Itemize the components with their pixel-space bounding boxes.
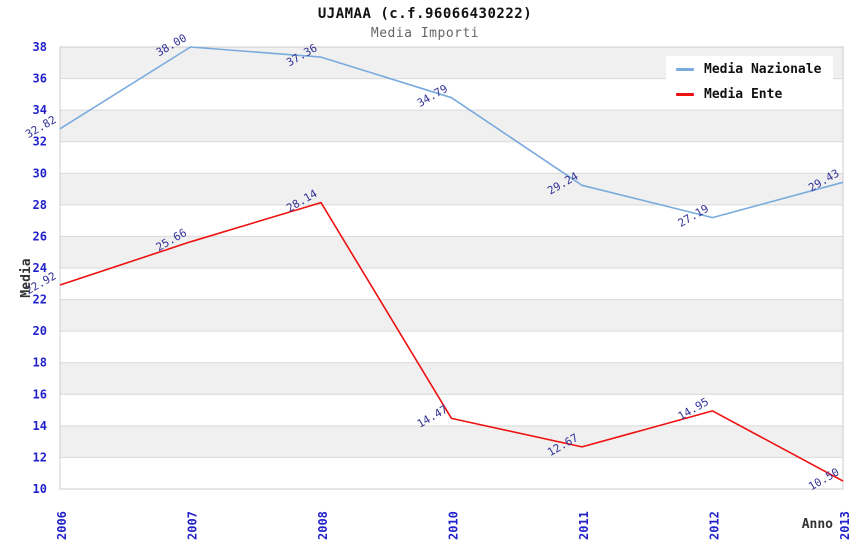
x-tick-label: 2012 xyxy=(708,511,722,540)
band-stripe xyxy=(60,110,843,142)
y-tick-label: 38 xyxy=(33,40,47,54)
plot-bands xyxy=(60,47,843,458)
band-stripe xyxy=(60,362,843,395)
chart-subtitle: Media Importi xyxy=(370,26,480,41)
y-tick-label: 18 xyxy=(33,356,47,370)
x-tick-label: 2010 xyxy=(447,511,461,540)
series-line-media-nazionale xyxy=(59,46,844,219)
point-value-label: 34.79 xyxy=(415,82,450,110)
y-tick-label: 10 xyxy=(33,482,47,496)
y-tick-labels: 10 12 14 16 18 20 22 24 26 28 30 32 34 36 38 xyxy=(33,40,47,496)
x-tick-label: 2013 xyxy=(838,511,850,540)
y-tick-label: 20 xyxy=(33,324,47,338)
y-tick-label: 24 xyxy=(33,261,47,275)
x-tick-label: 2008 xyxy=(316,511,330,540)
x-tick-label: 2006 xyxy=(55,511,69,540)
y-tick-label: 12 xyxy=(33,450,47,464)
x-axis-title: Anno xyxy=(802,517,833,532)
plot-border xyxy=(59,46,844,490)
y-tick-label: 32 xyxy=(33,135,47,149)
legend: Media Nazionale Media Ente xyxy=(666,56,834,108)
y-tick-label: 26 xyxy=(33,229,47,243)
legend-line-swatch-red xyxy=(676,93,694,96)
y-tick-label: 30 xyxy=(33,166,47,180)
legend-item-media-ente: Media Ente xyxy=(676,87,821,102)
chart-title: UJAMAA (c.f.96066430222) xyxy=(317,6,533,22)
y-tick-label: 34 xyxy=(33,103,47,117)
band-stripe xyxy=(60,425,843,458)
band-stripe xyxy=(60,173,843,205)
x-tick-labels: 2006 2007 2008 2010 2011 2012 2013 xyxy=(55,511,850,540)
legend-line-swatch-blue xyxy=(676,68,694,71)
y-tick-label: 22 xyxy=(33,293,47,307)
series-lines xyxy=(59,46,844,482)
y-tick-label: 16 xyxy=(33,387,47,401)
legend-label: Media Ente xyxy=(704,87,783,102)
x-tick-label: 2011 xyxy=(577,511,591,540)
point-value-label: 14.95 xyxy=(676,395,711,423)
y-tick-label: 28 xyxy=(33,198,47,212)
band-stripe xyxy=(60,299,843,332)
point-value-label: 27.19 xyxy=(676,202,711,230)
y-tick-label: 36 xyxy=(33,72,47,86)
y-tick-label: 14 xyxy=(33,419,47,433)
x-tick-label: 2007 xyxy=(186,511,200,540)
series-line-media-ente xyxy=(59,201,844,482)
legend-item-media-nazionale: Media Nazionale xyxy=(676,62,821,77)
legend-label: Media Nazionale xyxy=(704,62,822,77)
y-axis-title: Media xyxy=(19,258,34,297)
